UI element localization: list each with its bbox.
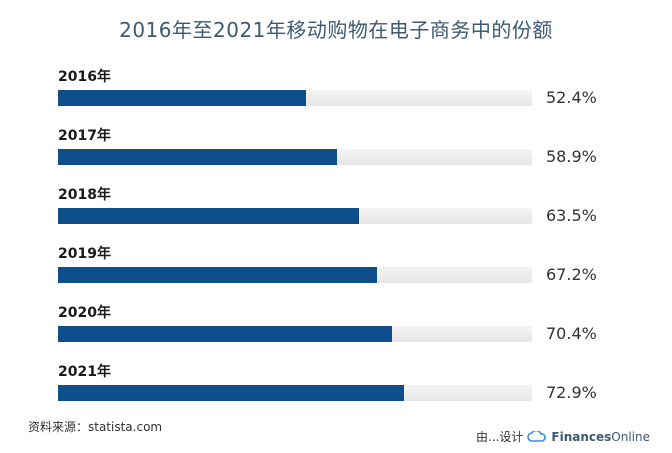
bar [58,208,359,224]
bar-row: 2018年 63.5% [58,184,618,236]
category-label: 2019年 [58,246,111,262]
bar [58,90,307,106]
brand-logo: FinancesOnline [551,430,650,444]
bar-track [58,149,532,165]
footer-credit: 由...设计 FinancesOnline [476,428,650,445]
bar-row: 2021年 72.9% [58,361,618,413]
value-label: 72.9% [546,383,597,402]
cloud-logo-icon [527,430,547,442]
category-label: 2018年 [58,187,111,203]
brand-suffix: Online [611,429,650,444]
bar-row: 2019年 67.2% [58,243,618,295]
value-label: 70.4% [546,324,597,343]
bar-track [58,385,532,401]
bar-track [58,267,532,283]
brand-main: Finances [551,429,612,444]
bar-row: 2016年 52.4% [58,66,618,118]
bar [58,149,338,165]
category-label: 2020年 [58,305,111,321]
bar [58,326,392,342]
category-label: 2021年 [58,364,111,380]
value-label: 67.2% [546,265,597,284]
bar [58,267,377,283]
designed-by-label: 由...设计 [475,430,524,444]
category-label: 2016年 [58,69,111,85]
bar-track [58,326,532,342]
bar-track [58,90,532,106]
value-label: 58.9% [546,147,597,166]
bar-row: 2020年 70.4% [58,302,618,354]
value-label: 52.4% [546,88,597,107]
bar-row: 2017年 58.9% [58,125,618,177]
category-label: 2017年 [58,128,111,144]
source-text: 资料来源：statista.com [28,420,163,434]
chart-title: 2016年至2021年移动购物在电子商务中的份额 [119,18,553,42]
value-label: 63.5% [546,206,597,225]
bar-track [58,208,532,224]
bar [58,385,404,401]
